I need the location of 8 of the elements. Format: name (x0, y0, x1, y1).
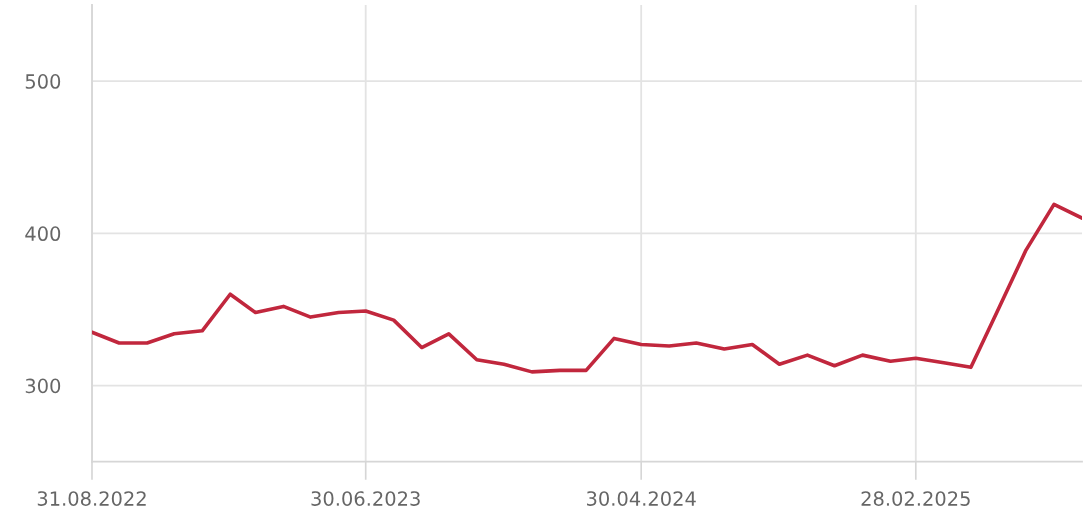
x-tick-label: 30.04.2024 (587, 491, 696, 506)
y-tick-label: 400 (25, 226, 61, 242)
x-tick-label: 31.08.2022 (37, 491, 146, 506)
x-tick-label: 30.06.2023 (311, 491, 420, 506)
x-tick-label: 28.02.2025 (861, 491, 970, 506)
y-tick-label: 500 (25, 74, 61, 89)
y-tick-label: 300 (25, 378, 61, 394)
line-series (92, 202, 1082, 374)
